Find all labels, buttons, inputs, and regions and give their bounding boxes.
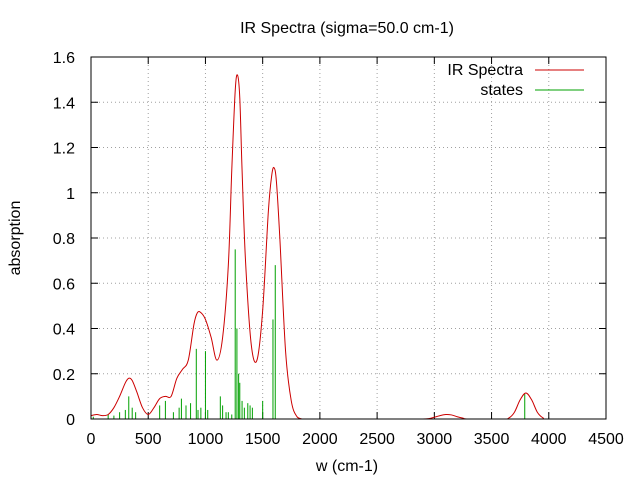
- ir-spectra-curve-layer: [90, 74, 606, 420]
- y-tick-label: 0.8: [53, 231, 75, 248]
- plot-frame: [90, 56, 607, 420]
- y-tick-label: 1: [66, 186, 75, 203]
- states-impulses: [92, 249, 526, 419]
- x-tick-label: 0: [87, 431, 96, 448]
- y-tick-label: 1.6: [53, 50, 75, 67]
- y-tick-label: 1.4: [53, 95, 75, 112]
- x-tick-label: 4000: [531, 431, 567, 448]
- grid-lines: [91, 57, 606, 419]
- legend-label-states: states: [480, 82, 523, 99]
- y-tick-label: 0.6: [53, 276, 75, 293]
- x-tick-labels: 0 500 1000 1500 2000 2500 3000 3500 4000 4500: [87, 431, 624, 448]
- y-axis-label: absorption: [7, 201, 24, 276]
- legend: IR Spectra states: [447, 62, 584, 99]
- y-tick-label: 0: [66, 412, 75, 429]
- x-tick-label: 4500: [588, 431, 624, 448]
- x-axis-label: w (cm-1): [315, 458, 378, 475]
- legend-label-ir-spectra: IR Spectra: [447, 62, 523, 79]
- chart-title: IR Spectra (sigma=50.0 cm-1): [240, 20, 454, 37]
- x-tick-label: 2500: [359, 431, 395, 448]
- x-tick-label: 500: [135, 431, 162, 448]
- y-tick-labels: 0 0.2 0.4 0.6 0.8 1 1.2 1.4 1.6: [53, 50, 75, 429]
- axis-ticks: [90, 56, 607, 420]
- x-tick-label: 1000: [188, 431, 224, 448]
- y-tick-label: 0.2: [53, 367, 75, 384]
- ir-spectra-curve: [90, 74, 606, 420]
- x-tick-label: 3500: [474, 431, 510, 448]
- y-tick-label: 1.2: [53, 141, 75, 158]
- y-tick-label: 0.4: [53, 322, 75, 339]
- x-tick-label: 1500: [245, 431, 281, 448]
- x-tick-label: 3000: [417, 431, 453, 448]
- x-tick-label: 2000: [302, 431, 338, 448]
